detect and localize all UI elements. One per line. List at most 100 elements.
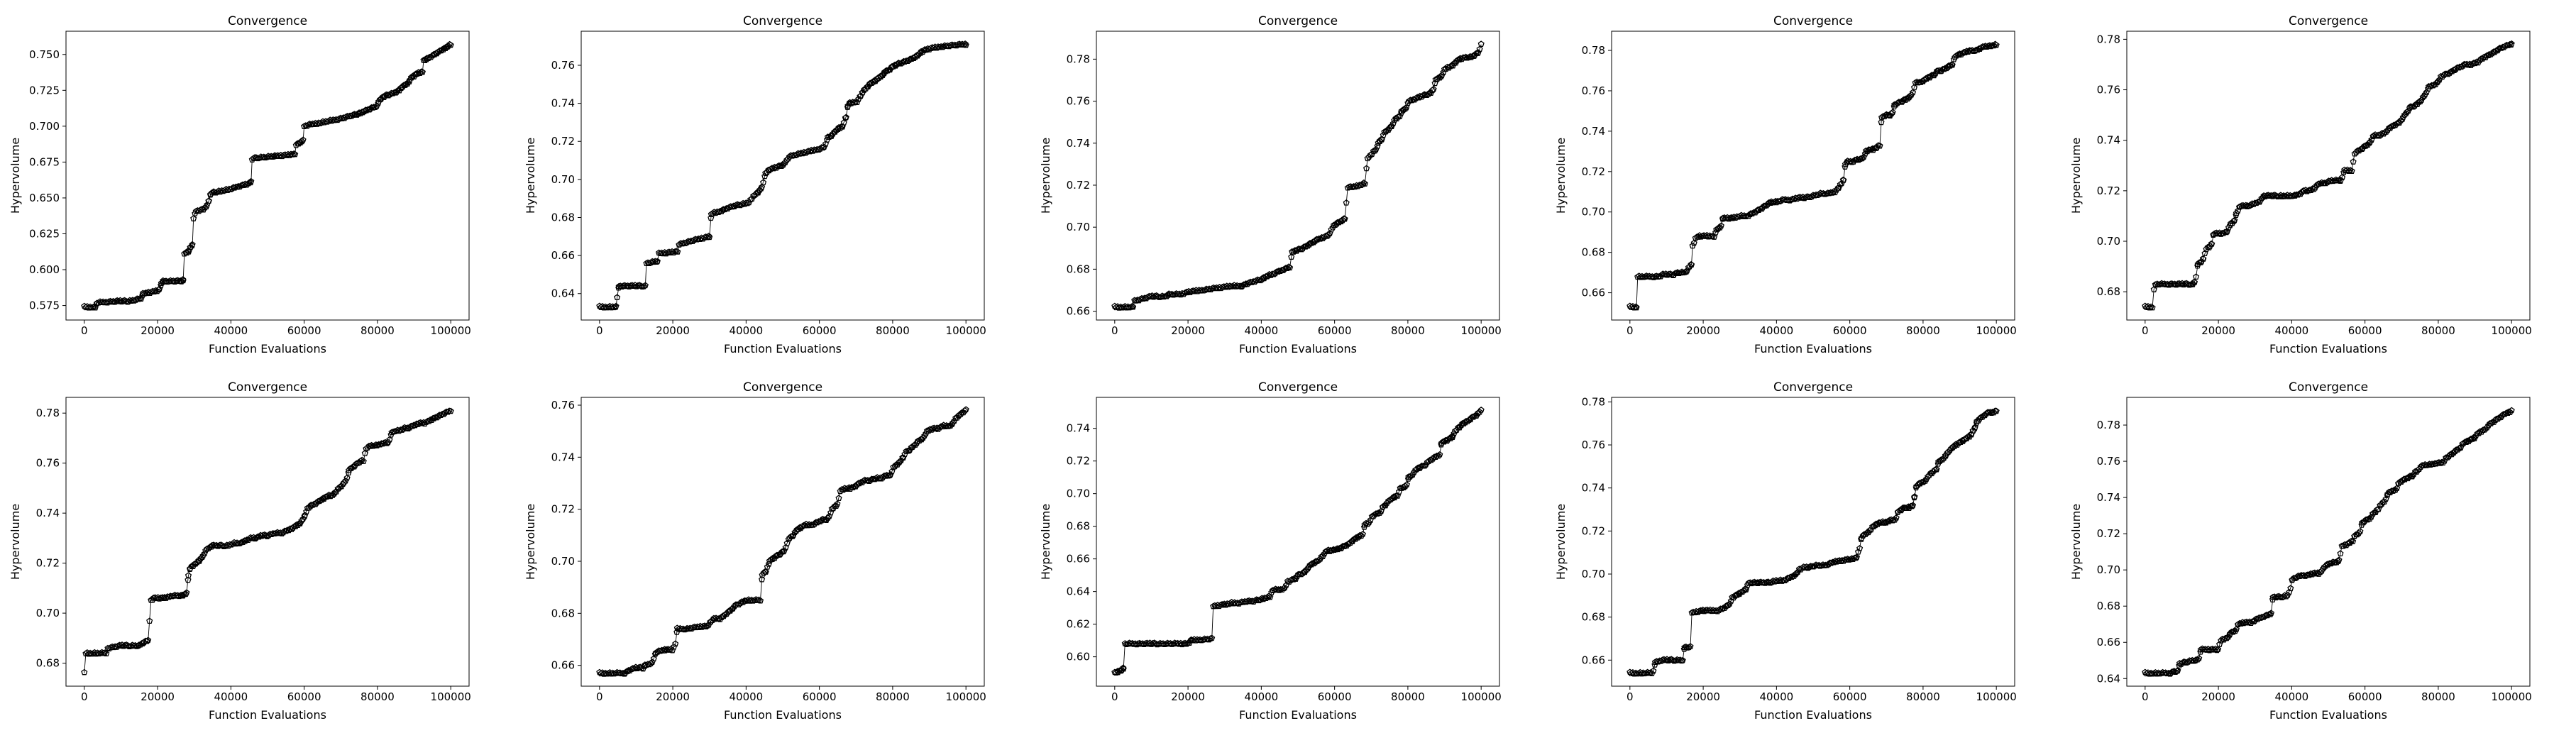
svg-text:0.68: 0.68: [1067, 520, 1090, 533]
svg-text:0.78: 0.78: [2097, 419, 2120, 431]
y-axis-label: Hypervolume: [1039, 138, 1052, 214]
x-tick-labels: 0 20000 40000 60000 80000 100000: [1626, 320, 2017, 337]
svg-text:0.78: 0.78: [2097, 33, 2120, 45]
svg-text:60000: 60000: [1318, 324, 1352, 337]
svg-text:0.74: 0.74: [2097, 491, 2120, 504]
svg-text:0.64: 0.64: [551, 287, 575, 300]
y-axis-label: Hypervolume: [1039, 504, 1052, 580]
plot-title: Convergence: [228, 380, 307, 395]
data-series: [1626, 407, 2000, 677]
svg-text:0.70: 0.70: [551, 555, 575, 568]
svg-text:0.72: 0.72: [2097, 184, 2120, 197]
x-axis-label: Function Evaluations: [1239, 708, 1357, 722]
series-line: [84, 44, 451, 308]
x-tick-labels: 0 20000 40000 60000 80000 100000: [1626, 686, 2017, 703]
x-tick-labels: 0 20000 40000 60000 80000 100000: [596, 320, 986, 337]
svg-text:0.76: 0.76: [2097, 84, 2120, 97]
x-axis-label: Function Evaluations: [724, 342, 842, 356]
svg-text:40000: 40000: [1760, 324, 1794, 337]
plot-title: Convergence: [1258, 380, 1338, 395]
svg-text:0.70: 0.70: [551, 173, 575, 186]
x-axis-label: Function Evaluations: [209, 708, 326, 722]
convergence-plot-7: 0 20000 40000 60000 80000 100000 0.66 0.68 0.70 0…: [515, 366, 1030, 732]
series-line: [1629, 410, 1997, 673]
x-tick-labels: 0 20000 40000 60000 80000 100000: [1111, 320, 1502, 337]
svg-text:0: 0: [2142, 690, 2149, 703]
data-series: [2142, 40, 2515, 311]
plot-title: Convergence: [1258, 14, 1338, 28]
svg-text:80000: 80000: [1906, 690, 1940, 703]
svg-text:40000: 40000: [730, 690, 764, 703]
y-tick-labels: 0.66 0.68 0.70 0.72 0.74 0.76 0.78: [1067, 53, 1096, 318]
series-markers: [81, 40, 454, 311]
svg-text:60000: 60000: [2348, 690, 2382, 703]
svg-text:40000: 40000: [214, 324, 248, 337]
y-tick-labels: 0.64 0.66 0.68 0.70 0.72 0.74 0.76 0.78: [2097, 419, 2127, 685]
y-tick-labels: 0.68 0.70 0.72 0.74 0.76 0.78: [36, 407, 66, 670]
svg-text:0.66: 0.66: [1582, 287, 1605, 299]
svg-text:0.70: 0.70: [2097, 563, 2120, 576]
axes-frame: [1611, 397, 2015, 687]
axes-frame: [65, 397, 470, 687]
x-tick-labels: 0 20000 40000 60000 80000 100000: [2142, 320, 2532, 337]
svg-text:0.60: 0.60: [1067, 651, 1090, 663]
svg-text:60000: 60000: [287, 324, 321, 337]
svg-text:80000: 80000: [2421, 324, 2455, 337]
svg-text:0.72: 0.72: [1582, 165, 1605, 178]
svg-text:0: 0: [596, 690, 603, 703]
svg-text:0.68: 0.68: [2097, 600, 2120, 612]
axes-frame: [1096, 397, 1500, 687]
svg-text:0.72: 0.72: [36, 557, 60, 570]
data-series: [1626, 40, 2000, 311]
svg-text:0.76: 0.76: [2097, 455, 2120, 468]
svg-text:0.66: 0.66: [551, 249, 575, 262]
y-axis-label: Hypervolume: [2069, 138, 2083, 214]
convergence-plot-9: 0 20000 40000 60000 80000 100000 0.66 0.68 0.70 0…: [1546, 366, 2061, 732]
series-line: [599, 44, 967, 307]
axes-frame: [1611, 31, 2015, 321]
svg-text:0: 0: [1626, 324, 1634, 337]
svg-text:0.68: 0.68: [2097, 285, 2120, 298]
svg-text:0.66: 0.66: [2097, 636, 2120, 649]
series-markers: [2142, 40, 2515, 311]
svg-text:0.78: 0.78: [1582, 395, 1605, 408]
svg-text:0.66: 0.66: [1067, 305, 1090, 318]
svg-text:0.74: 0.74: [1582, 125, 1605, 138]
svg-text:0: 0: [1111, 690, 1118, 703]
svg-text:100000: 100000: [1461, 324, 1502, 337]
svg-text:0.74: 0.74: [2097, 134, 2120, 147]
svg-text:40000: 40000: [1760, 690, 1794, 703]
series-markers: [81, 407, 454, 676]
plot-title: Convergence: [743, 380, 822, 395]
axes-frame: [65, 31, 470, 321]
svg-text:0.72: 0.72: [1067, 179, 1090, 192]
x-tick-labels: 0 20000 40000 60000 80000 100000: [81, 686, 471, 703]
svg-text:0.68: 0.68: [551, 607, 575, 619]
svg-text:0.650: 0.650: [29, 192, 60, 204]
convergence-plot-3: 0 20000 40000 60000 80000 100000 0.66 0.68 0.70 0…: [1030, 0, 1546, 366]
x-tick-labels: 0 20000 40000 60000 80000 100000: [1111, 686, 1502, 703]
svg-text:0.68: 0.68: [1067, 263, 1090, 275]
svg-text:20000: 20000: [1686, 690, 1720, 703]
chart-svg-2: 0 20000 40000 60000 80000 1000000.640.660.680…: [524, 14, 986, 356]
convergence-plot-2: 0 20000 40000 60000 80000 100000 0.64 0.66 0.68 0…: [515, 0, 1030, 366]
svg-text:20000: 20000: [1171, 690, 1205, 703]
svg-text:0.72: 0.72: [551, 503, 575, 516]
svg-text:0.78: 0.78: [1067, 53, 1090, 65]
svg-text:80000: 80000: [876, 690, 910, 703]
svg-text:0: 0: [1111, 324, 1118, 337]
chart-svg-8: 0 20000 40000 60000 80000 1000000.600.620.640…: [1039, 380, 1502, 722]
x-axis-label: Function Evaluations: [2269, 342, 2387, 356]
x-axis-label: Function Evaluations: [2269, 708, 2387, 722]
svg-text:0.76: 0.76: [36, 457, 60, 470]
svg-text:60000: 60000: [803, 690, 837, 703]
axes-frame: [580, 397, 985, 687]
svg-text:0.74: 0.74: [1067, 137, 1090, 150]
svg-text:0.72: 0.72: [2097, 527, 2120, 540]
svg-text:0.72: 0.72: [1582, 524, 1605, 537]
svg-text:60000: 60000: [1833, 324, 1867, 337]
x-tick-labels: 0 20000 40000 60000 80000 100000: [81, 320, 471, 337]
svg-text:80000: 80000: [1391, 324, 1425, 337]
svg-text:0.750: 0.750: [29, 48, 60, 61]
